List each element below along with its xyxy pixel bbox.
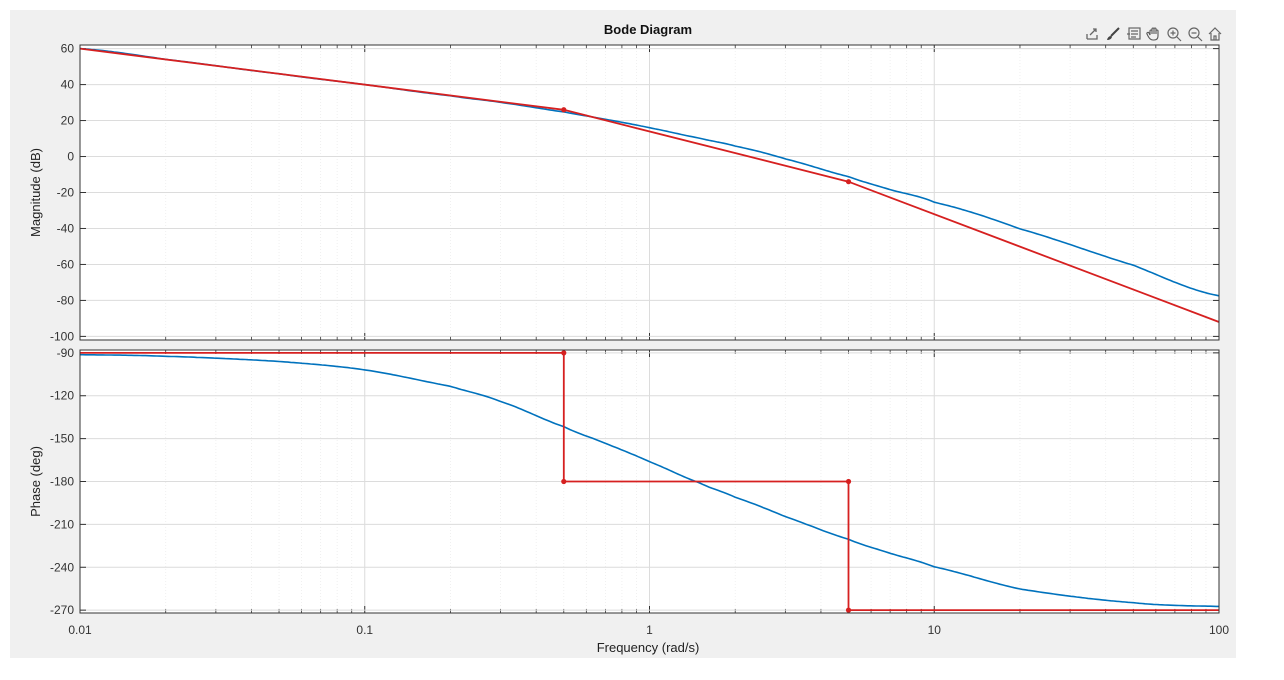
pan-icon[interactable] — [1145, 25, 1162, 43]
axes-toolbar — [1084, 24, 1224, 44]
brush-icon[interactable] — [1104, 25, 1121, 43]
zoom-in-icon[interactable] — [1166, 25, 1183, 43]
export-icon[interactable] — [1084, 25, 1101, 43]
data-tips-icon[interactable] — [1125, 25, 1142, 43]
zoom-out-icon[interactable] — [1186, 25, 1203, 43]
home-icon[interactable] — [1207, 25, 1224, 43]
figure-window — [10, 10, 1236, 658]
